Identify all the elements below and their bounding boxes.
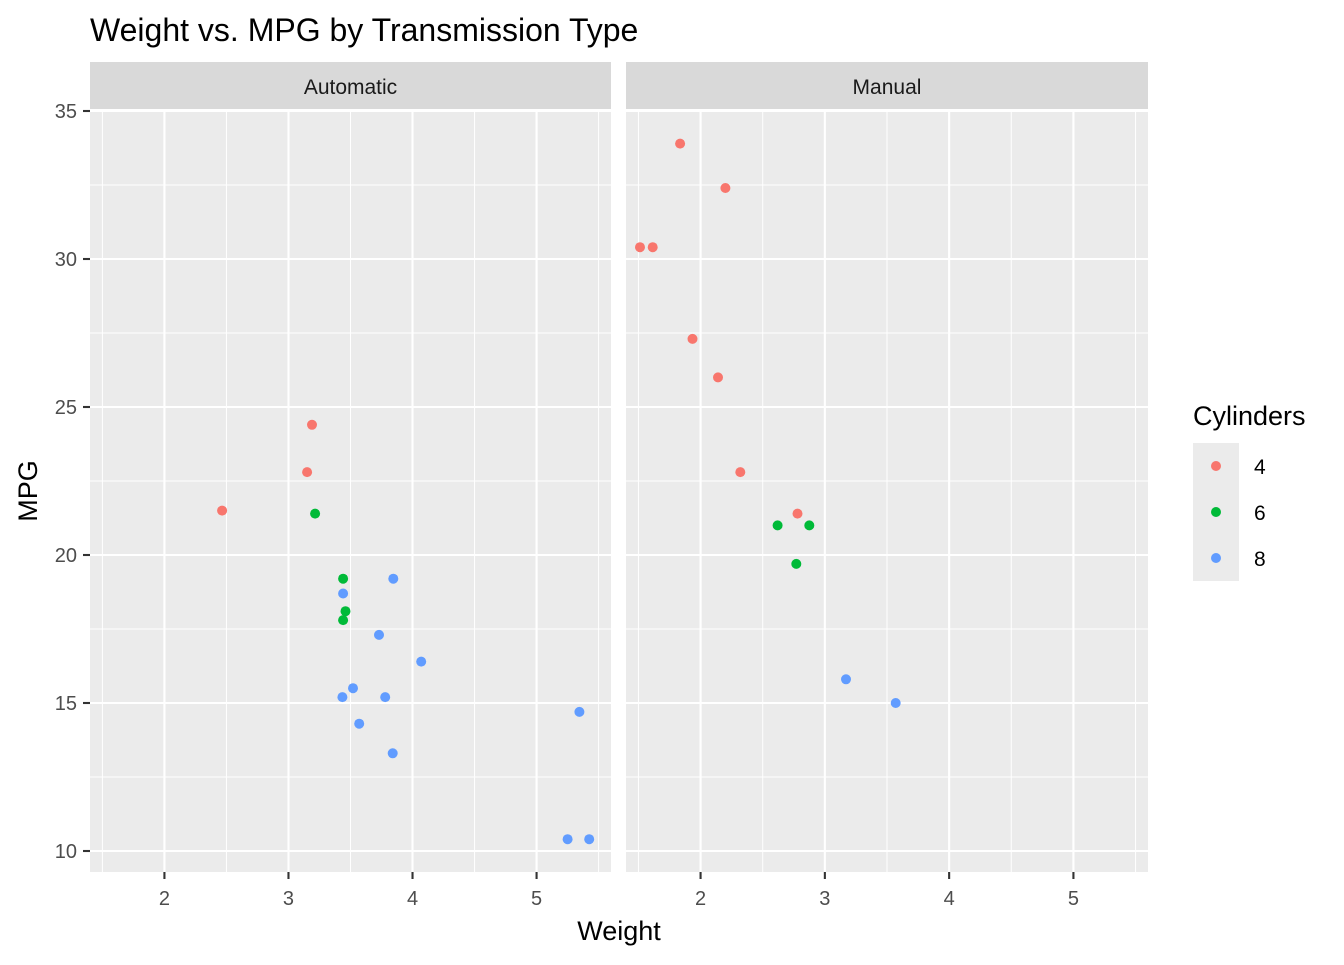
facet-panel-manual: Manual (626, 62, 1148, 872)
scatter-point-cyl-8 (584, 834, 595, 845)
y-tick-label: 20 (55, 545, 77, 567)
scatter-point-cyl-4 (635, 242, 645, 253)
scatter-point-cyl-4 (720, 183, 731, 193)
scatter-point-cyl-8 (380, 692, 391, 703)
x-tick-label: 5 (531, 888, 542, 910)
scatter-point-cyl-4 (307, 419, 317, 430)
scatter-point-cyl-4 (217, 505, 228, 516)
y-axis: 10 15 20 25 30 35 (55, 101, 90, 863)
legend-label: 8 (1254, 548, 1266, 571)
legend-key-point-cyl-6 (1211, 507, 1221, 517)
scatter-point-cyl-8 (416, 656, 427, 667)
y-tick-label: 10 (55, 841, 77, 863)
facet-panels: Automatic Manual (90, 62, 1148, 872)
chart-title: Weight vs. MPG by Transmission Type (90, 12, 638, 48)
scatter-point-cyl-4 (675, 138, 686, 149)
x-axis-title: Weight (577, 916, 661, 946)
scatter-point-cyl-8 (562, 834, 573, 845)
scatter-point-cyl-8 (374, 629, 384, 640)
scatter-point-cyl-8 (387, 748, 398, 759)
x-tick-label: 4 (407, 888, 418, 910)
legend-key-point-cyl-4 (1211, 461, 1221, 471)
x-tick-label: 4 (944, 888, 955, 910)
x-axes: 2 3 4 5 2 3 4 5 (159, 872, 1079, 910)
facet-strip-label: Manual (853, 76, 922, 99)
scatter-point-cyl-8 (354, 718, 365, 729)
facet-strip (626, 62, 1148, 109)
facet-strip-label: Automatic (304, 76, 397, 99)
scatter-point-cyl-6 (310, 508, 321, 519)
x-tick-label: 3 (283, 888, 294, 910)
y-tick-label: 30 (55, 249, 77, 271)
scatter-point-cyl-4 (735, 467, 746, 478)
scatter-point-cyl-6 (804, 520, 815, 531)
scatter-point-cyl-4 (647, 242, 658, 253)
legend-label: 6 (1254, 502, 1266, 525)
scatter-point-cyl-8 (338, 588, 349, 599)
scatter-point-cyl-8 (841, 674, 851, 685)
scatter-point-cyl-8 (890, 698, 901, 708)
legend: Cylinders 4 6 8 (1193, 401, 1306, 581)
scatter-point-cyl-4 (687, 333, 698, 344)
legend-title: Cylinders (1193, 401, 1306, 431)
y-tick-label: 25 (55, 397, 77, 419)
x-tick-label: 2 (695, 888, 706, 910)
scatter-point-cyl-6 (338, 615, 349, 626)
x-tick-label: 3 (819, 888, 830, 910)
x-tick-label: 2 (159, 888, 170, 910)
scatter-point-cyl-6 (772, 520, 783, 531)
scatter-point-cyl-8 (574, 706, 585, 717)
scatter-point-cyl-6 (791, 558, 802, 569)
facet-panel-automatic: Automatic (90, 62, 611, 872)
scatter-point-cyl-8 (388, 573, 399, 584)
y-axis-title: MPG (13, 460, 43, 522)
scatter-point-cyl-8 (337, 692, 348, 703)
x-tick-label: 5 (1068, 888, 1079, 910)
scatter-point-cyl-6 (338, 573, 349, 584)
legend-key-point-cyl-8 (1211, 553, 1221, 563)
scatter-point-cyl-8 (348, 683, 358, 694)
y-tick-label: 15 (55, 693, 77, 715)
scatter-point-cyl-4 (792, 508, 803, 519)
legend-entries: 4 6 8 (1193, 443, 1266, 581)
y-tick-label: 35 (55, 101, 77, 123)
scatter-point-cyl-4 (713, 372, 723, 383)
legend-label: 4 (1254, 456, 1266, 479)
scatter-point-cyl-6 (340, 606, 351, 617)
scatter-point-cyl-4 (302, 467, 313, 478)
facet-strip (90, 62, 611, 109)
